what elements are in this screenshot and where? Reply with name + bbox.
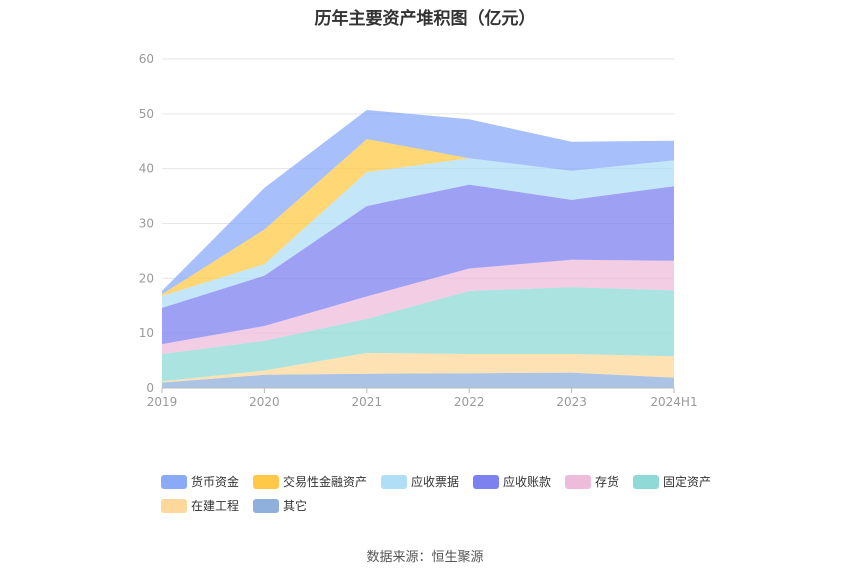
legend-swatch <box>161 475 187 489</box>
legend-label: 货币资金 <box>191 474 239 489</box>
x-tick-label: 2021 <box>352 395 383 409</box>
legend-item: 交易性金融资产 <box>253 474 367 489</box>
legend-label: 交易性金融资产 <box>283 474 367 489</box>
area-其它 <box>162 372 674 388</box>
legend-item: 货币资金 <box>161 474 239 489</box>
area-layers <box>162 110 674 388</box>
legend-swatch <box>253 475 279 489</box>
legend-item: 固定资产 <box>633 474 711 489</box>
x-tick-label: 2023 <box>556 395 587 409</box>
area-应收账款 <box>162 184 674 345</box>
source-note: 数据来源：恒生聚源 <box>366 550 484 565</box>
legend-label: 应收票据 <box>411 474 459 489</box>
x-tick-label: 2019 <box>147 395 178 409</box>
area-存货 <box>162 259 674 354</box>
y-tick-label: 50 <box>139 107 154 121</box>
x-tick-label: 2024H1 <box>650 395 697 409</box>
legend-label: 存货 <box>595 474 619 489</box>
legend-item: 存货 <box>565 474 619 489</box>
y-tick-label: 10 <box>139 326 154 340</box>
legend-swatch <box>381 475 407 489</box>
x-tick-label: 2022 <box>454 395 485 409</box>
legend-item: 其它 <box>253 498 307 513</box>
legend-label: 其它 <box>283 498 307 513</box>
legend-item: 应收账款 <box>473 474 551 489</box>
legend-swatch <box>253 499 279 513</box>
y-tick-label: 20 <box>139 271 154 285</box>
chart-title: 历年主要资产堆积图（亿元） <box>314 9 536 29</box>
y-tick-label: 40 <box>139 162 154 176</box>
area-应收票据 <box>162 158 674 308</box>
area-在建工程 <box>162 352 674 383</box>
area-固定资产 <box>162 287 674 382</box>
legend-item: 在建工程 <box>161 498 239 513</box>
y-tick-label: 60 <box>139 52 154 66</box>
legend-swatch <box>633 475 659 489</box>
y-tick-label: 30 <box>139 217 154 231</box>
legend-swatch <box>161 499 187 513</box>
legend-item: 应收票据 <box>381 474 459 489</box>
legend-swatch <box>565 475 591 489</box>
area-货币资金 <box>162 110 674 295</box>
y-tick-label: 0 <box>146 381 154 395</box>
legend-label: 固定资产 <box>663 474 711 489</box>
x-axis: 2019 2020 2021 2022 2023 2024H1 <box>147 387 698 409</box>
legend-swatch <box>473 475 499 489</box>
legend-label: 应收账款 <box>503 474 551 489</box>
x-tick-label: 2020 <box>249 395 280 409</box>
legend-label: 在建工程 <box>191 498 239 513</box>
